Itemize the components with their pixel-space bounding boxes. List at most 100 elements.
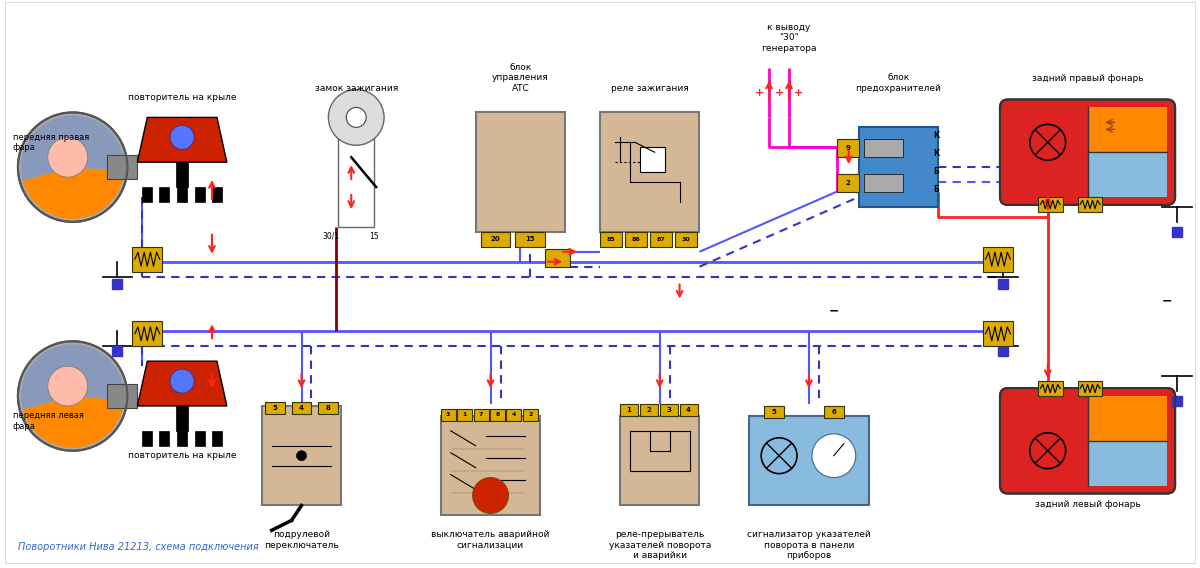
Text: 2: 2 xyxy=(528,412,533,417)
Text: Поворотники Нива 21213, схема подключения: Поворотники Нива 21213, схема подключени… xyxy=(18,542,259,552)
Bar xyxy=(1078,197,1103,212)
Text: −: − xyxy=(828,305,839,318)
Bar xyxy=(440,409,456,421)
Circle shape xyxy=(473,478,509,513)
Bar xyxy=(457,409,472,421)
Bar xyxy=(679,404,697,416)
Bar xyxy=(212,431,222,446)
Text: +: + xyxy=(794,87,804,98)
Bar xyxy=(516,232,545,247)
Text: 3: 3 xyxy=(666,407,671,413)
Bar xyxy=(212,187,222,202)
Circle shape xyxy=(170,126,194,149)
Bar xyxy=(132,321,162,346)
Bar xyxy=(620,404,638,416)
Text: 6: 6 xyxy=(832,409,836,415)
Bar xyxy=(1087,396,1168,441)
Text: реле зажигания: реле зажигания xyxy=(611,83,689,93)
Bar xyxy=(160,187,169,202)
Text: выключатель аварийной
сигнализации: выключатель аварийной сигнализации xyxy=(431,531,550,550)
Bar xyxy=(640,404,658,416)
FancyBboxPatch shape xyxy=(1000,388,1175,494)
Circle shape xyxy=(170,369,194,393)
Circle shape xyxy=(347,107,366,127)
Text: 1: 1 xyxy=(626,407,631,413)
Circle shape xyxy=(18,341,127,451)
Bar xyxy=(292,402,312,414)
Bar xyxy=(1087,107,1168,152)
Bar xyxy=(475,112,565,232)
Text: 5: 5 xyxy=(272,405,277,411)
Bar xyxy=(1087,441,1168,486)
Text: 15: 15 xyxy=(526,236,535,243)
Bar xyxy=(178,187,187,202)
Text: 30/1: 30/1 xyxy=(323,232,340,241)
Text: замок зажигания: замок зажигания xyxy=(314,83,398,93)
Bar xyxy=(108,155,137,179)
Text: передняя левая
фара: передняя левая фара xyxy=(13,411,84,431)
Text: задний правый фонарь: задний правый фонарь xyxy=(1032,74,1144,82)
Bar xyxy=(506,409,521,421)
Text: +: + xyxy=(774,87,784,98)
Bar xyxy=(864,139,904,157)
Text: 4: 4 xyxy=(299,405,304,411)
Bar xyxy=(474,409,488,421)
Bar xyxy=(113,346,122,356)
Bar xyxy=(196,187,205,202)
Text: Б: Б xyxy=(934,166,940,176)
Text: К: К xyxy=(934,131,940,140)
Bar xyxy=(440,416,540,515)
Text: блок
предохранителей: блок предохранителей xyxy=(856,73,942,93)
Bar xyxy=(265,402,284,414)
Bar xyxy=(836,139,859,157)
Bar xyxy=(620,416,700,506)
Circle shape xyxy=(812,434,856,478)
Text: передняя правая
фара: передняя правая фара xyxy=(13,132,89,152)
Text: 20: 20 xyxy=(491,236,500,243)
Text: Б: Б xyxy=(934,185,940,194)
Bar xyxy=(640,147,665,172)
Circle shape xyxy=(18,112,127,222)
Text: К: К xyxy=(934,149,940,158)
Bar xyxy=(824,406,844,418)
Bar xyxy=(1172,227,1182,237)
Bar xyxy=(481,232,510,247)
Text: 5: 5 xyxy=(772,409,776,415)
Bar xyxy=(196,431,205,446)
Bar xyxy=(859,127,938,207)
Bar xyxy=(660,404,678,416)
Text: 2: 2 xyxy=(845,180,850,186)
Text: 1: 1 xyxy=(462,412,467,417)
Text: блок
управления
АТС: блок управления АТС xyxy=(492,62,548,93)
Bar xyxy=(674,232,696,247)
Bar xyxy=(176,162,188,187)
Bar xyxy=(600,112,700,232)
Bar xyxy=(318,402,338,414)
Wedge shape xyxy=(23,167,125,219)
Text: подрулевой
переключатель: подрулевой переключатель xyxy=(264,531,338,550)
Text: 8: 8 xyxy=(496,412,499,417)
Bar xyxy=(108,384,137,408)
Bar xyxy=(178,431,187,446)
Bar xyxy=(983,321,1013,346)
Text: +: + xyxy=(755,87,764,98)
Bar xyxy=(625,232,647,247)
Bar xyxy=(998,278,1008,289)
Wedge shape xyxy=(20,115,125,181)
Bar xyxy=(836,174,859,192)
Bar xyxy=(1078,381,1103,396)
Text: 7: 7 xyxy=(479,412,484,417)
Bar xyxy=(143,431,152,446)
Text: повторитель на крыле: повторитель на крыле xyxy=(128,451,236,460)
Bar xyxy=(262,406,341,506)
Text: 8: 8 xyxy=(326,405,331,411)
Bar xyxy=(143,187,152,202)
Bar xyxy=(1087,152,1168,197)
Bar xyxy=(523,409,538,421)
Circle shape xyxy=(48,137,88,177)
Bar xyxy=(749,416,869,506)
Bar xyxy=(649,232,672,247)
Text: сигнализатор указателей
поворота в панели
приборов: сигнализатор указателей поворота в панел… xyxy=(748,531,871,560)
Bar xyxy=(490,409,505,421)
Text: 85: 85 xyxy=(606,237,616,242)
